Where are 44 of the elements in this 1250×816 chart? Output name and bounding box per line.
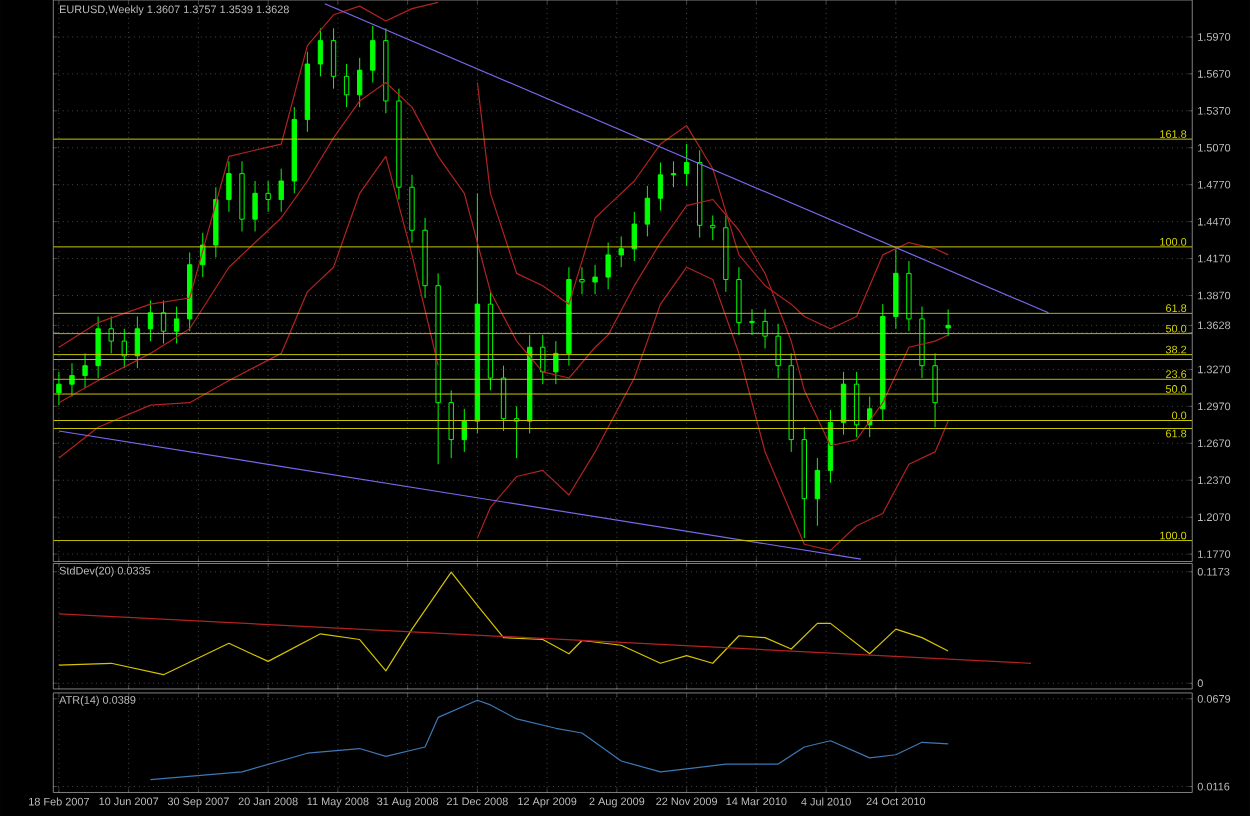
candlestick [121, 328, 127, 369]
candlestick [893, 248, 899, 330]
candlestick [631, 211, 637, 262]
candlestick [448, 389, 454, 459]
candlestick [134, 315, 141, 369]
candlestick [357, 57, 363, 108]
candlestick [592, 264, 598, 295]
candlestick [82, 352, 88, 389]
candlestick [670, 160, 677, 188]
candlestick [461, 408, 467, 453]
candlestick [173, 305, 180, 344]
candlestick [160, 299, 167, 344]
candlestick [56, 371, 62, 406]
candlestick [657, 161, 664, 211]
candlestick [605, 241, 611, 290]
candlestick [710, 214, 716, 241]
candlestick [749, 308, 755, 336]
candlestick [108, 315, 114, 354]
candlestick [814, 457, 821, 527]
candlestick [330, 27, 337, 89]
candlestick [618, 235, 624, 268]
candlestick [409, 174, 415, 243]
candlestick [213, 186, 219, 258]
candlestick [95, 315, 101, 379]
candlestick [932, 352, 938, 428]
candlestick [226, 160, 232, 213]
candlestick [945, 308, 951, 337]
candlestick [683, 143, 690, 187]
candlestick [762, 308, 768, 349]
candlestick [736, 266, 742, 336]
candlestick [278, 168, 284, 213]
candlestick [252, 180, 258, 232]
candlestick [343, 63, 350, 108]
candlestick [239, 160, 245, 232]
candlestick [775, 323, 781, 379]
candlestick [906, 260, 912, 332]
candlestick [370, 25, 376, 83]
candlestick [553, 340, 559, 385]
line-series [149, 699, 949, 781]
candlestick [265, 180, 271, 213]
candlestick [317, 27, 324, 77]
candlestick [540, 334, 546, 385]
candlestick [579, 266, 585, 295]
candlestick [644, 185, 651, 237]
